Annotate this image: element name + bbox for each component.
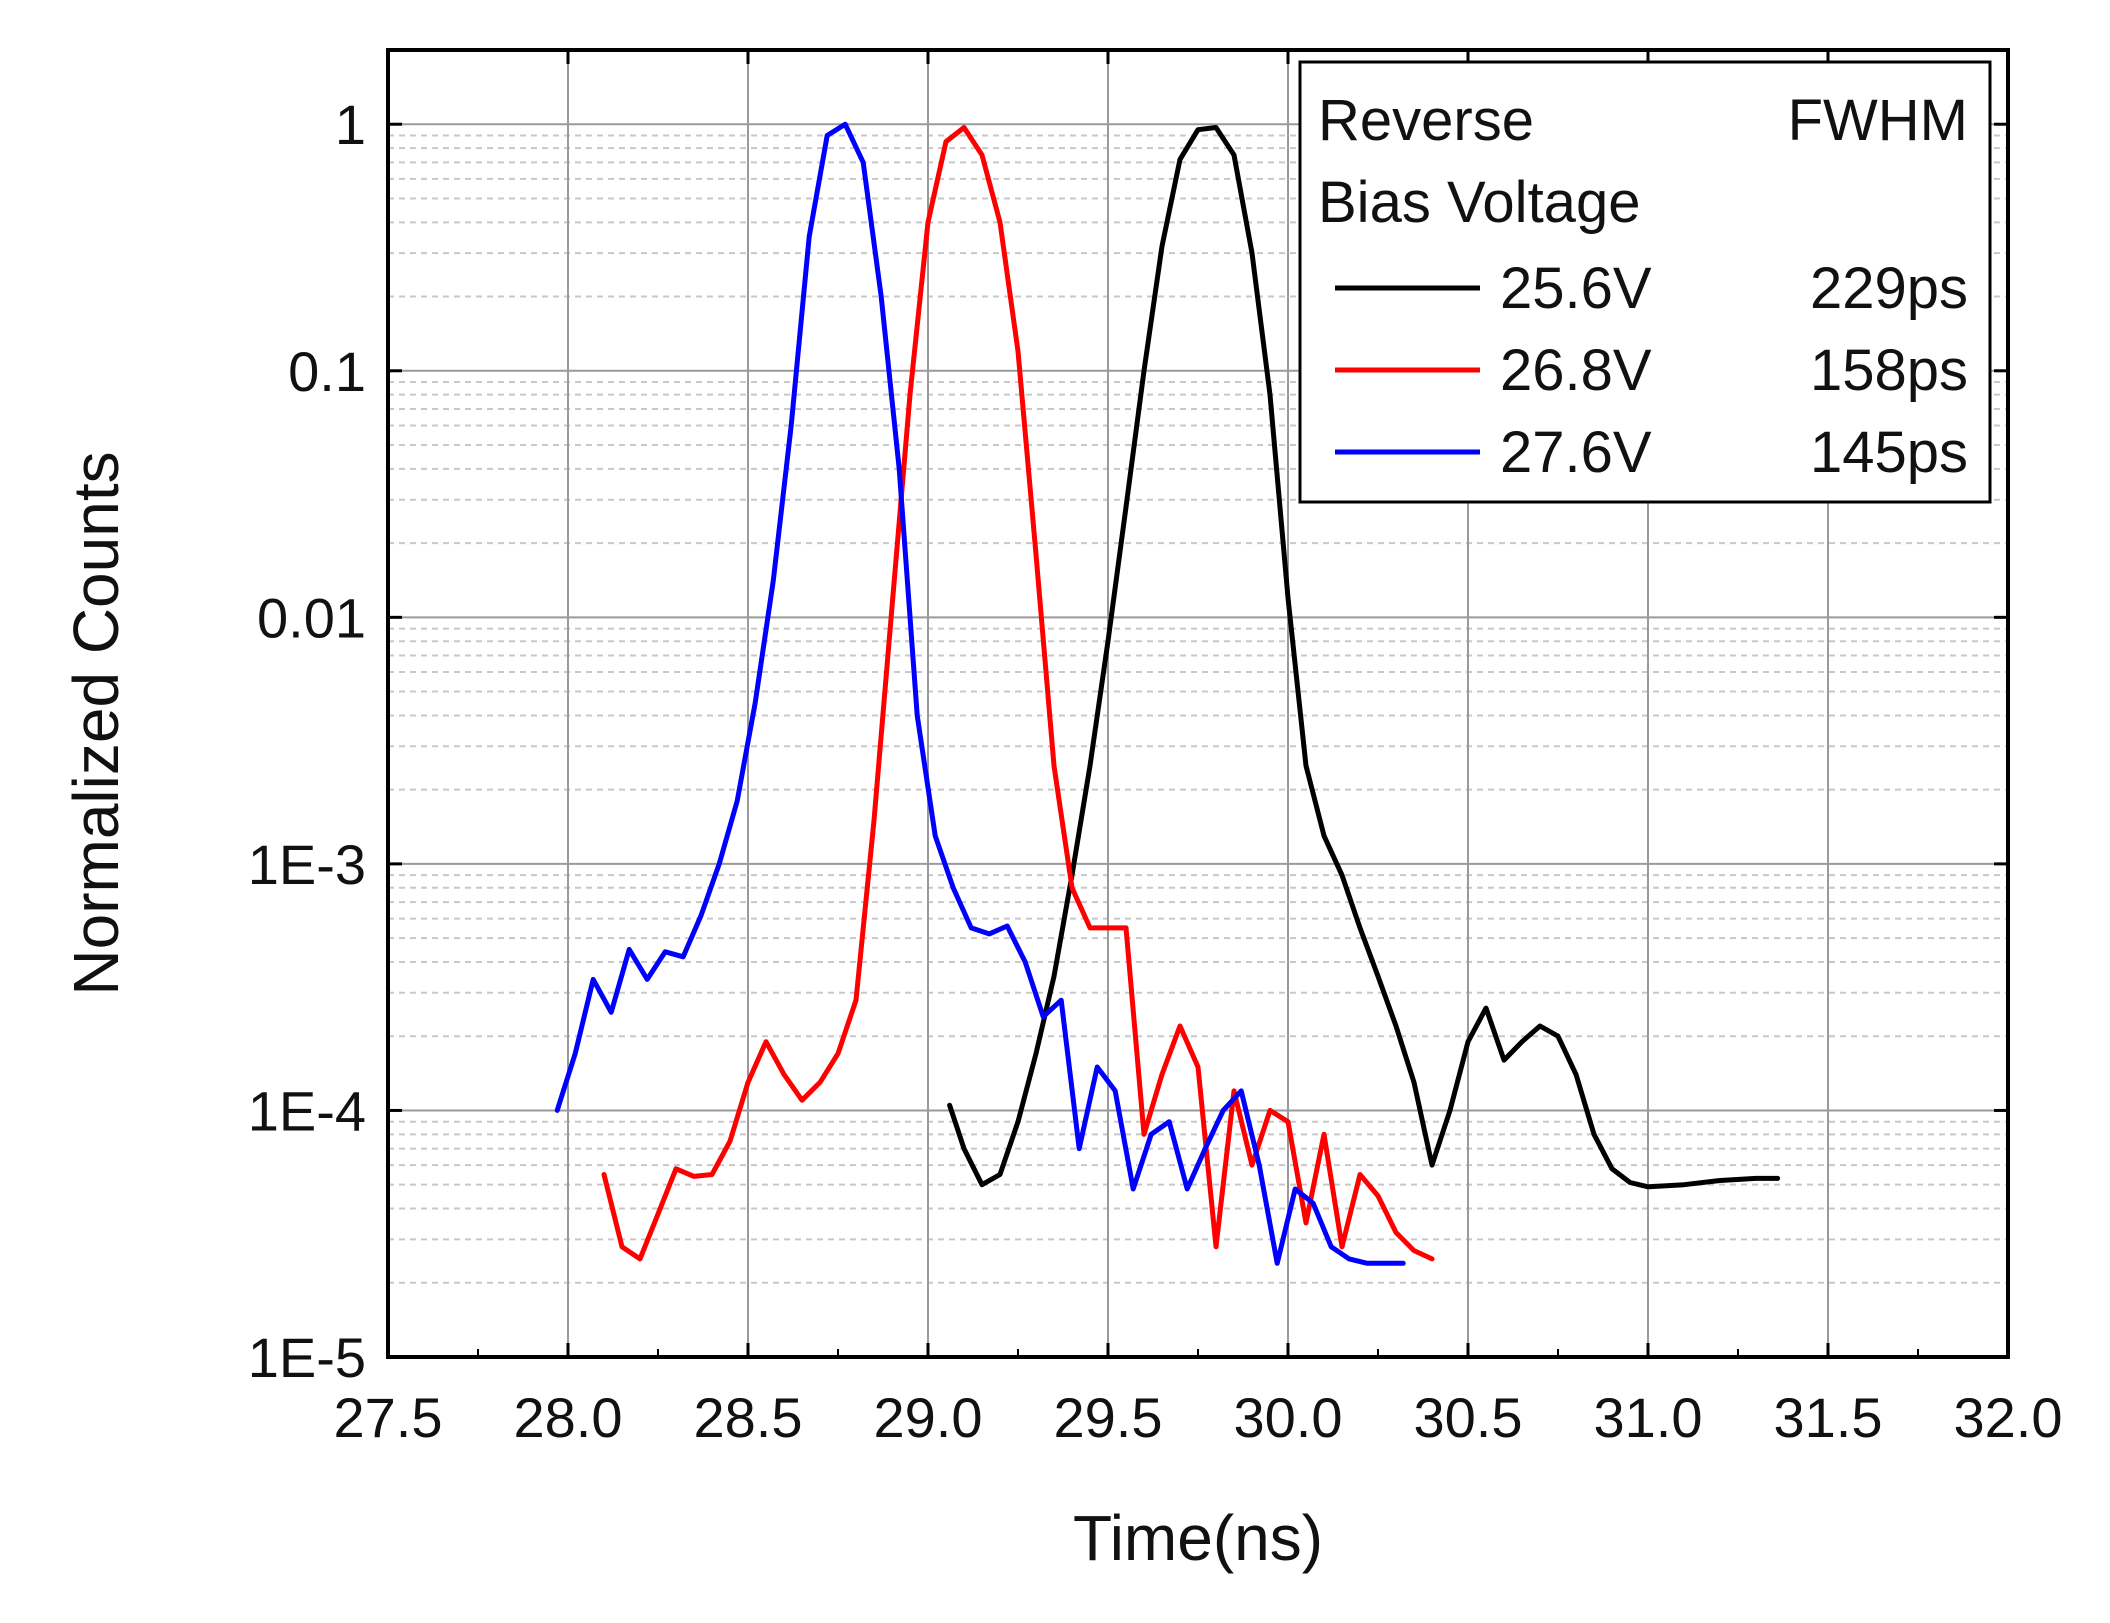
series-line-25-6v [947, 125, 1781, 1190]
series-layer [554, 121, 1781, 1266]
x-tick-label: 30.0 [1234, 1386, 1343, 1449]
x-tick-label: 31.0 [1594, 1386, 1703, 1449]
series-line-27-6v [554, 121, 1406, 1266]
y-tick-label: 0.1 [288, 340, 366, 403]
y-axis-label: Normalized Counts [60, 451, 132, 995]
x-tick-label: 28.0 [514, 1386, 623, 1449]
tick-layer: 27.5 28.0 28.5 29.0 29.5 30.0 30.5 31.0 31.5 32.0… [248, 50, 2063, 1449]
legend-fwhm-25-6v: 229ps [1810, 256, 1968, 321]
y-tick-label: 1E-4 [248, 1079, 366, 1142]
y-tick-label: 1 [335, 93, 366, 156]
series-line-26-8v [601, 125, 1435, 1262]
legend-box [1298, 60, 1992, 504]
legend: Reverse Bias Voltage FWHM 25.6V 229ps 26… [1298, 60, 1992, 504]
y-tick-label: 1E-3 [248, 833, 366, 896]
legend-header-fwhm: FWHM [1788, 88, 1968, 153]
legend-voltage-25-6v: 25.6V [1500, 256, 1652, 321]
legend-voltage-27-6v: 27.6V [1500, 420, 1652, 485]
y-tick-label: 1E-5 [248, 1326, 366, 1389]
x-tick-label: 31.5 [1774, 1386, 1883, 1449]
legend-voltage-26-8v: 26.8V [1500, 338, 1652, 403]
x-tick-label: 29.0 [874, 1386, 983, 1449]
x-axis-label: Time(ns) [1073, 1502, 1323, 1574]
x-tick-label: 29.5 [1054, 1386, 1163, 1449]
legend-fwhm-27-6v: 145ps [1810, 420, 1968, 485]
x-tick-label: 30.5 [1414, 1386, 1523, 1449]
x-tick-label: 32.0 [1954, 1386, 2063, 1449]
legend-header-bias-voltage: Bias Voltage [1318, 170, 1640, 235]
x-tick-label: 28.5 [694, 1386, 803, 1449]
y-tick-label: 0.01 [257, 586, 366, 649]
legend-fwhm-26-8v: 158ps [1810, 338, 1968, 403]
x-tick-label: 27.5 [334, 1386, 443, 1449]
legend-header-reverse: Reverse [1318, 88, 1534, 153]
